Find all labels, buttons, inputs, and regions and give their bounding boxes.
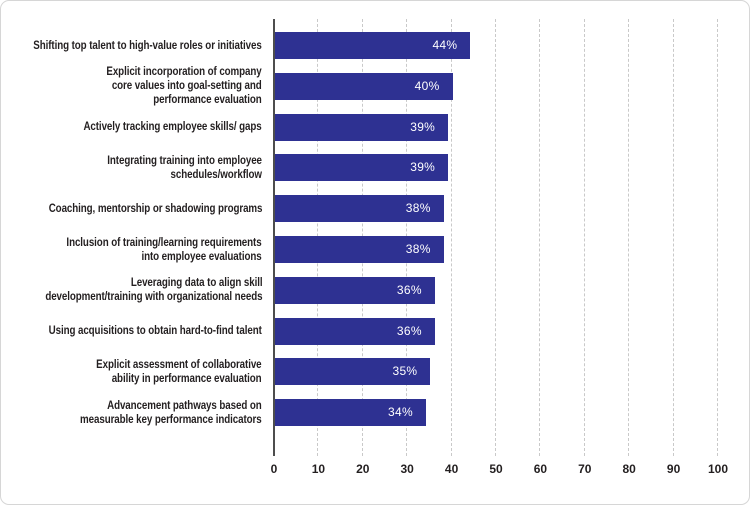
- bar: 38%: [275, 195, 444, 223]
- bar-value-label: 38%: [405, 242, 431, 256]
- category-label-line: core values into goal-setting and: [112, 80, 262, 93]
- category-label: Coaching, mentorship or shadowing progra…: [48, 202, 262, 216]
- bar-value-label: 36%: [396, 282, 422, 297]
- category-label: Explicit assessment of collaborative abil…: [97, 358, 262, 386]
- x-tick-label: 40: [444, 462, 459, 476]
- category-label-line: Explicit assessment of collaborative: [96, 358, 262, 371]
- bar: 40%: [275, 72, 453, 100]
- bar-value-label: 40%: [414, 78, 440, 93]
- gridline-100: [717, 19, 718, 456]
- bar-value-label: 44%: [432, 38, 458, 52]
- bar: 34%: [275, 399, 426, 427]
- category-label: Explicit incorporation of company core va…: [107, 65, 262, 107]
- category-label-line: Leveraging data to align skill: [130, 277, 262, 290]
- category-label-line: development/training with organizational…: [44, 291, 262, 304]
- category-label-line: Advancement pathways based on: [107, 399, 262, 412]
- gridline-60: [539, 19, 541, 456]
- category-label-line: schedules/workflow: [170, 168, 262, 181]
- gridline-80: [628, 19, 630, 456]
- category-label-line: into employee evaluations: [141, 250, 262, 263]
- category-label-line: Explicit incorporation of company: [106, 66, 262, 79]
- category-label-line: ability in performance evaluation: [112, 372, 263, 385]
- category-label-line: Using acquisitions to obtain hard-to-fin…: [48, 325, 262, 338]
- gridline-90: [672, 19, 674, 456]
- category-label-line: Coaching, mentorship or shadowing progra…: [48, 202, 262, 215]
- bar: 35%: [275, 358, 431, 386]
- bar-value-label: 35%: [392, 364, 418, 379]
- x-tick-label: 70: [578, 462, 592, 476]
- bar-value-label: 34%: [388, 405, 413, 420]
- gridline-40: [450, 19, 452, 456]
- category-label: Leveraging data to align skill developmen…: [45, 276, 262, 304]
- gridline-50: [495, 19, 496, 456]
- category-label: Inclusion of training/learning requireme…: [67, 236, 262, 264]
- category-label: Advancement pathways based on measurable …: [80, 399, 262, 427]
- bar: 39%: [275, 154, 449, 182]
- x-tick-label: 100: [707, 462, 729, 476]
- category-label-line: Inclusion of training/learning requireme…: [66, 236, 262, 249]
- category-label: Using acquisitions to obtain hard-to-fin…: [49, 324, 262, 338]
- bar: 44%: [275, 32, 471, 59]
- category-label: Integrating training into employee schedu…: [107, 154, 262, 182]
- category-label-line: measurable key performance indicators: [80, 413, 262, 426]
- category-label-line: Integrating training into employee: [107, 154, 262, 167]
- category-label-line: performance evaluation: [153, 94, 262, 107]
- bar-value-label: 38%: [405, 201, 431, 216]
- x-tick-label: 10: [311, 462, 326, 476]
- x-tick-label: 90: [666, 462, 681, 476]
- x-tick-label: 0: [270, 462, 278, 476]
- x-tick-label: 60: [533, 462, 548, 476]
- y-axis-line: [273, 19, 275, 456]
- plot-area: 44% 40% 39% 39% 38% 38% 36% 36% 35% 34%: [273, 19, 718, 456]
- x-tick-label: 20: [356, 462, 370, 476]
- category-label-line: Shifting top talent to high-value roles …: [33, 39, 262, 52]
- bar: 39%: [275, 113, 449, 141]
- bar: 36%: [275, 276, 435, 304]
- category-label: Actively tracking employee skills/ gaps: [84, 120, 262, 134]
- bar: 38%: [275, 236, 444, 263]
- category-label-line: Actively tracking employee skills/ gaps: [83, 121, 262, 134]
- x-tick-label: 30: [400, 462, 414, 476]
- x-tick-label: 50: [489, 462, 503, 476]
- bar: 36%: [275, 317, 435, 345]
- bar-value-label: 39%: [410, 160, 436, 175]
- x-tick-label: 80: [622, 462, 636, 476]
- category-label: Shifting top talent to high-value roles …: [34, 39, 262, 53]
- bar-value-label: 36%: [396, 323, 422, 338]
- bar-value-label: 39%: [410, 119, 436, 134]
- gridline-70: [583, 19, 585, 456]
